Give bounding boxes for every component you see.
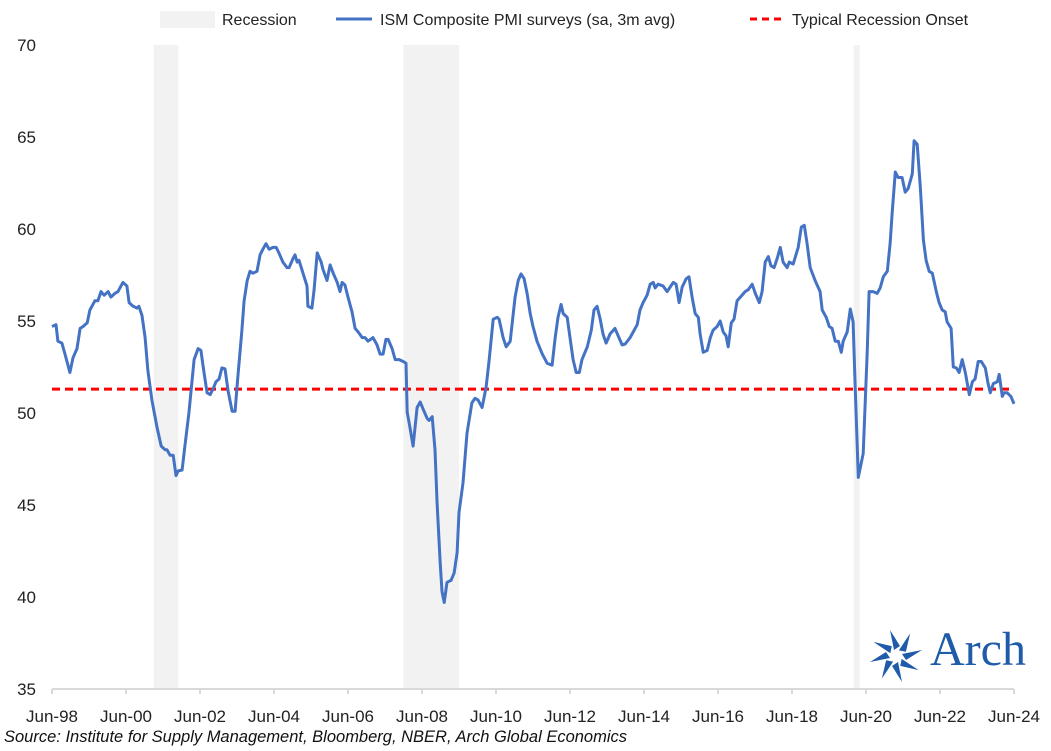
y-tick-label: 70 xyxy=(17,36,36,55)
y-tick-label: 60 xyxy=(17,220,36,239)
y-tick-label: 40 xyxy=(17,588,36,607)
star-ray xyxy=(870,652,890,662)
legend-recession-label: Recession xyxy=(222,12,297,29)
y-tick-label: 55 xyxy=(17,312,36,331)
star-ray xyxy=(873,641,892,654)
star-ray xyxy=(900,658,919,671)
arch-logo-text: Arch xyxy=(930,623,1026,676)
star-ray xyxy=(890,630,900,650)
x-tick-label: Jun-98 xyxy=(26,707,78,726)
x-tick-label: Jun-00 xyxy=(100,707,152,726)
star-ray xyxy=(892,662,902,682)
arch-logo: Arch xyxy=(866,623,1046,684)
x-tick-label: Jun-18 xyxy=(766,707,818,726)
pmi-series-line xyxy=(51,139,1016,604)
recession-band xyxy=(853,45,860,689)
x-tick-label: Jun-08 xyxy=(396,707,448,726)
x-tick-label: Jun-02 xyxy=(174,707,226,726)
x-tick-label: Jun-16 xyxy=(692,707,744,726)
star-ray xyxy=(902,650,922,660)
x-tick-label: Jun-04 xyxy=(248,707,300,726)
x-tick-label: Jun-24 xyxy=(988,707,1040,726)
recession-bands xyxy=(153,45,860,689)
x-tick-label: Jun-12 xyxy=(544,707,596,726)
x-tick-label: Jun-14 xyxy=(618,707,670,726)
x-tick-label: Jun-22 xyxy=(914,707,966,726)
x-tick-label: Jun-06 xyxy=(322,707,374,726)
x-tick-label: Jun-20 xyxy=(840,707,892,726)
source-note: Source: Institute for Supply Management,… xyxy=(4,728,628,746)
y-tick-label: 65 xyxy=(17,128,36,147)
star-ray xyxy=(898,633,911,652)
x-tick-label: Jun-10 xyxy=(470,707,522,726)
legend: Recession ISM Composite PMI surveys (sa,… xyxy=(160,11,969,29)
star-ray xyxy=(881,660,894,679)
legend-recession-swatch xyxy=(160,11,215,28)
recession-band xyxy=(403,45,459,689)
y-axis-ticks: 35 40 45 50 55 60 65 70 xyxy=(17,36,36,699)
x-axis-ticks: Jun-98 Jun-00 Jun-02 Jun-04 Jun-06 Jun-08 Jun-… xyxy=(26,689,1040,726)
y-tick-label: 45 xyxy=(17,496,36,515)
legend-pmi-label: ISM Composite PMI surveys (sa, 3m avg) xyxy=(380,12,675,29)
legend-onset-label: Typical Recession Onset xyxy=(792,12,969,29)
y-tick-label: 50 xyxy=(17,404,36,423)
y-tick-label: 35 xyxy=(17,680,36,699)
recession-band xyxy=(153,45,179,689)
arch-star-icon xyxy=(870,630,922,682)
